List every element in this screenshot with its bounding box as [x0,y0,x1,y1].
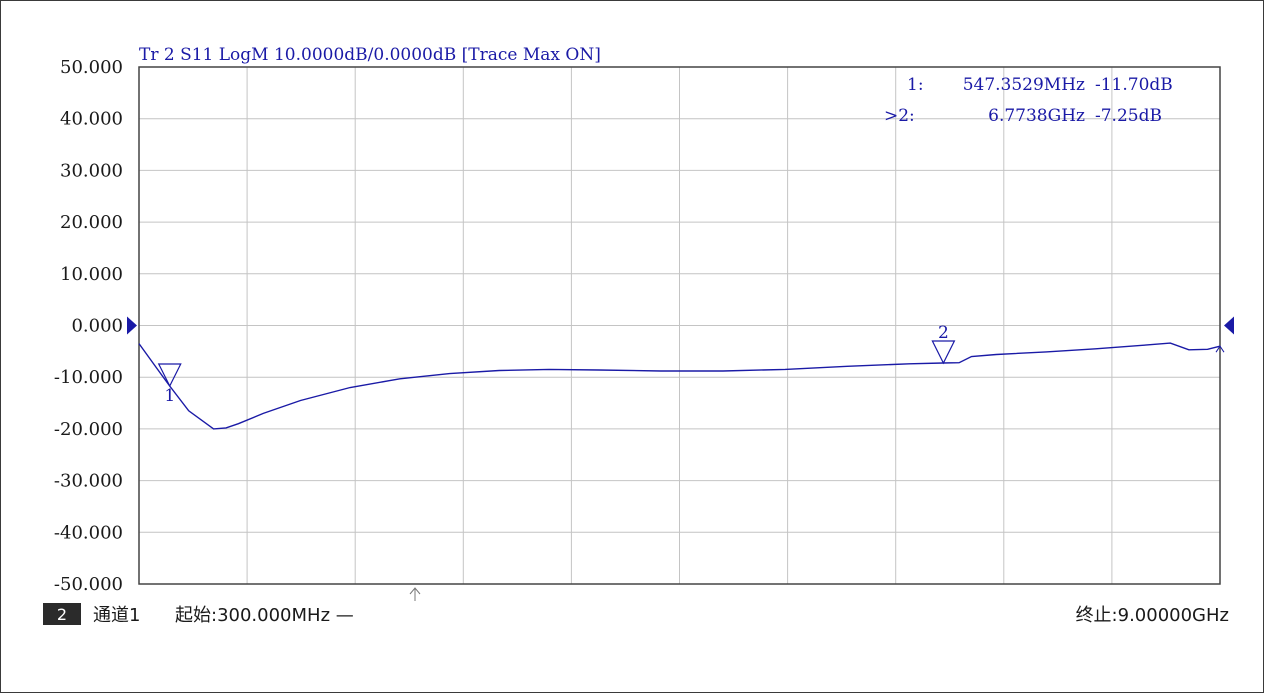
marker-1-readout-prefix: 1: [907,75,924,95]
reference-level-right-icon[interactable] [1224,316,1234,335]
y-tick-label: -40.000 [54,522,123,543]
plot-border [138,66,1221,585]
y-tick-label: 50.000 [60,57,123,78]
y-tick-label: 40.000 [60,109,123,130]
y-tick-label: 20.000 [60,212,123,233]
trace-end-arrow-icon [1215,345,1225,353]
marker-1-icon[interactable] [157,363,182,388]
marker-2-label: 2 [938,323,949,343]
trace-line-s11 [138,342,1221,430]
stimulus-arrow-icon [409,587,421,601]
trace-header: Tr 2 S11 LogM 10.0000dB/0.0000dB [Trace … [139,45,601,65]
marker-2-icon[interactable] [931,340,956,365]
y-tick-label: -10.000 [54,367,123,388]
y-tick-label: -50.000 [54,574,123,595]
channel-badge-label: 2 [57,605,67,624]
reference-level-left-icon[interactable] [127,316,137,335]
marker-1-label: 1 [164,386,175,406]
channel-badge[interactable] [43,603,81,625]
y-tick-label: -30.000 [54,471,123,492]
y-tick-labels: 50.000 40.000 30.000 20.000 10.000 0.000 -10.0… [54,57,123,595]
marker-2-readout-value: -7.25dB [1095,106,1162,126]
grid-layer [139,67,1220,584]
marker-layer: 12 [157,323,1225,406]
marker-1-readout-freq: 547.3529MHz [963,75,1085,95]
y-tick-label: 10.000 [60,264,123,285]
stop-frequency[interactable]: 终止:9.00000GHz [1076,605,1229,626]
y-tick-label: 0.000 [71,316,123,337]
marker-1-readout-value: -11.70dB [1095,75,1173,95]
marker-2-readout-prefix: >2: [884,106,915,126]
start-frequency[interactable]: 起始:300.000MHz — [175,605,354,626]
channel-label[interactable]: 通道1 [93,605,140,626]
y-tick-label: -20.000 [54,419,123,440]
y-tick-label: 30.000 [60,160,123,181]
marker-2-readout-freq: 6.7738GHz [988,106,1085,126]
